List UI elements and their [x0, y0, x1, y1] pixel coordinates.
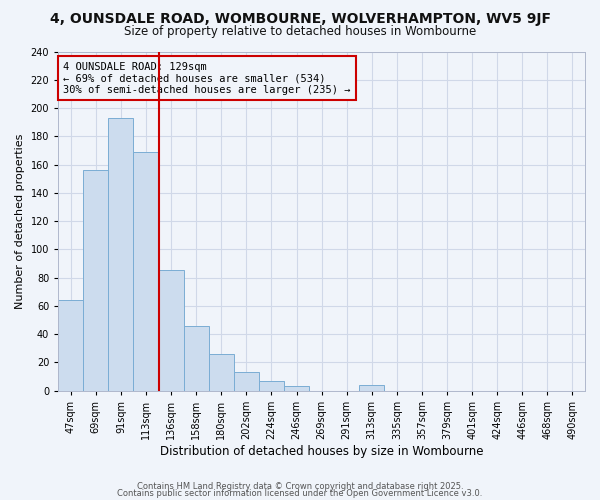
- Text: Contains HM Land Registry data © Crown copyright and database right 2025.: Contains HM Land Registry data © Crown c…: [137, 482, 463, 491]
- Text: 4 OUNSDALE ROAD: 129sqm
← 69% of detached houses are smaller (534)
30% of semi-d: 4 OUNSDALE ROAD: 129sqm ← 69% of detache…: [64, 62, 351, 95]
- Bar: [259, 380, 284, 390]
- Bar: [359, 385, 385, 390]
- Bar: [184, 326, 209, 390]
- Bar: [284, 386, 309, 390]
- Bar: [209, 354, 234, 391]
- Y-axis label: Number of detached properties: Number of detached properties: [15, 134, 25, 308]
- Bar: [234, 372, 259, 390]
- Bar: [58, 300, 83, 390]
- Text: Size of property relative to detached houses in Wombourne: Size of property relative to detached ho…: [124, 25, 476, 38]
- Bar: [109, 118, 133, 390]
- Bar: [83, 170, 109, 390]
- X-axis label: Distribution of detached houses by size in Wombourne: Distribution of detached houses by size …: [160, 444, 484, 458]
- Bar: [133, 152, 158, 390]
- Text: 4, OUNSDALE ROAD, WOMBOURNE, WOLVERHAMPTON, WV5 9JF: 4, OUNSDALE ROAD, WOMBOURNE, WOLVERHAMPT…: [49, 12, 551, 26]
- Text: Contains public sector information licensed under the Open Government Licence v3: Contains public sector information licen…: [118, 489, 482, 498]
- Bar: [158, 270, 184, 390]
